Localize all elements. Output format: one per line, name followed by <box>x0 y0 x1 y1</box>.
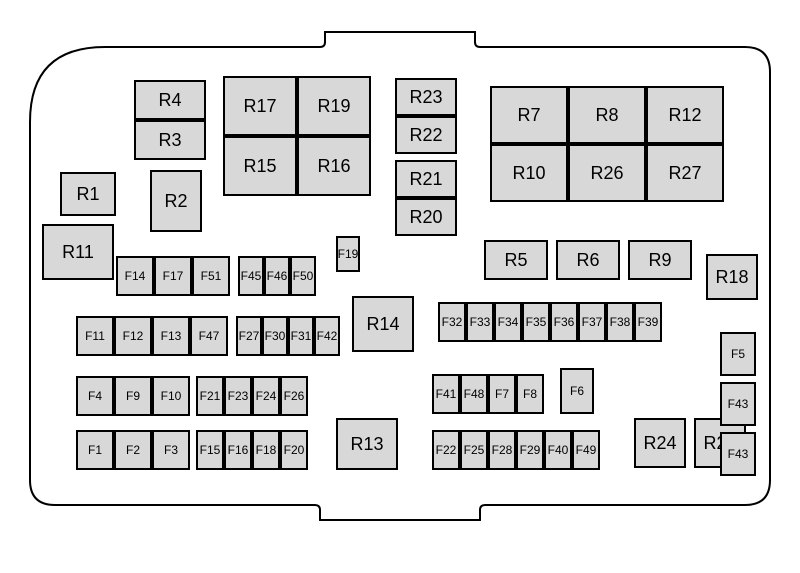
cell-r6: R6 <box>556 240 620 280</box>
cell-f12: F12 <box>114 316 152 356</box>
cell-f27: F27 <box>236 316 262 356</box>
cell-r13: R13 <box>336 418 398 470</box>
cell-f11: F11 <box>76 316 114 356</box>
cell-f16: F16 <box>224 430 252 470</box>
cell-r27: R27 <box>646 144 724 202</box>
cell-f3: F3 <box>152 430 190 470</box>
cell-f43: F43 <box>720 432 756 476</box>
cell-f7: F7 <box>488 374 516 414</box>
cell-f28: F28 <box>488 430 516 470</box>
cell-f35: F35 <box>522 302 550 342</box>
cell-f50: F50 <box>290 256 316 296</box>
cell-f13: F13 <box>152 316 190 356</box>
cell-r1: R1 <box>60 172 116 216</box>
cell-f18: F18 <box>252 430 280 470</box>
cell-f47: F47 <box>190 316 228 356</box>
cell-r3: R3 <box>134 120 206 160</box>
cell-f40: F40 <box>544 430 572 470</box>
cell-f10: F10 <box>152 376 190 416</box>
cell-r17: R17 <box>223 76 297 136</box>
cell-f9: F9 <box>114 376 152 416</box>
cell-f45: F45 <box>238 256 264 296</box>
cell-r2: R2 <box>150 170 202 232</box>
cell-f19: F19 <box>336 236 360 272</box>
cell-f15: F15 <box>196 430 224 470</box>
cell-f6: F6 <box>560 368 594 414</box>
cell-f22: F22 <box>432 430 460 470</box>
cell-f23: F23 <box>224 376 252 416</box>
cell-f43: F43 <box>720 382 756 426</box>
cell-f17: F17 <box>154 256 192 296</box>
cell-r12: R12 <box>646 86 724 144</box>
cell-f37: F37 <box>578 302 606 342</box>
cell-f5: F5 <box>720 332 756 376</box>
cell-f42: F42 <box>314 316 340 356</box>
cell-f26: F26 <box>280 376 308 416</box>
cell-f41: F41 <box>432 374 460 414</box>
cell-f46: F46 <box>264 256 290 296</box>
cell-r20: R20 <box>395 198 457 236</box>
cell-r9: R9 <box>628 240 692 280</box>
cell-f21: F21 <box>196 376 224 416</box>
cell-f2: F2 <box>114 430 152 470</box>
cell-f33: F33 <box>466 302 494 342</box>
cell-r7: R7 <box>490 86 568 144</box>
cell-f14: F14 <box>116 256 154 296</box>
cell-f39: F39 <box>634 302 662 342</box>
cell-f20: F20 <box>280 430 308 470</box>
cell-f4: F4 <box>76 376 114 416</box>
cell-r19: R19 <box>297 76 371 136</box>
cell-r23: R23 <box>395 78 457 116</box>
cell-r15: R15 <box>223 136 297 196</box>
cell-f25: F25 <box>460 430 488 470</box>
cell-f30: F30 <box>262 316 288 356</box>
cell-f29: F29 <box>516 430 544 470</box>
cell-r4: R4 <box>134 80 206 120</box>
cell-r22: R22 <box>395 116 457 154</box>
cell-r16: R16 <box>297 136 371 196</box>
cell-r14: R14 <box>352 296 414 352</box>
cell-r24: R24 <box>634 418 686 468</box>
cell-f38: F38 <box>606 302 634 342</box>
cell-f49: F49 <box>572 430 600 470</box>
cell-r21: R21 <box>395 160 457 198</box>
cell-r26: R26 <box>568 144 646 202</box>
cell-f51: F51 <box>192 256 230 296</box>
cell-r5: R5 <box>484 240 548 280</box>
cell-r10: R10 <box>490 144 568 202</box>
cell-r11: R11 <box>42 224 114 280</box>
cell-f8: F8 <box>516 374 544 414</box>
cell-f34: F34 <box>494 302 522 342</box>
cell-r18: R18 <box>706 254 758 300</box>
cell-f24: F24 <box>252 376 280 416</box>
cell-f36: F36 <box>550 302 578 342</box>
fuse-box-diagram: R1R11R4R3R2R17R19R15R16R23R22R21R20R7R8R… <box>0 0 800 573</box>
cell-f1: F1 <box>76 430 114 470</box>
cell-r8: R8 <box>568 86 646 144</box>
cell-f48: F48 <box>460 374 488 414</box>
cell-f32: F32 <box>438 302 466 342</box>
cell-f31: F31 <box>288 316 314 356</box>
